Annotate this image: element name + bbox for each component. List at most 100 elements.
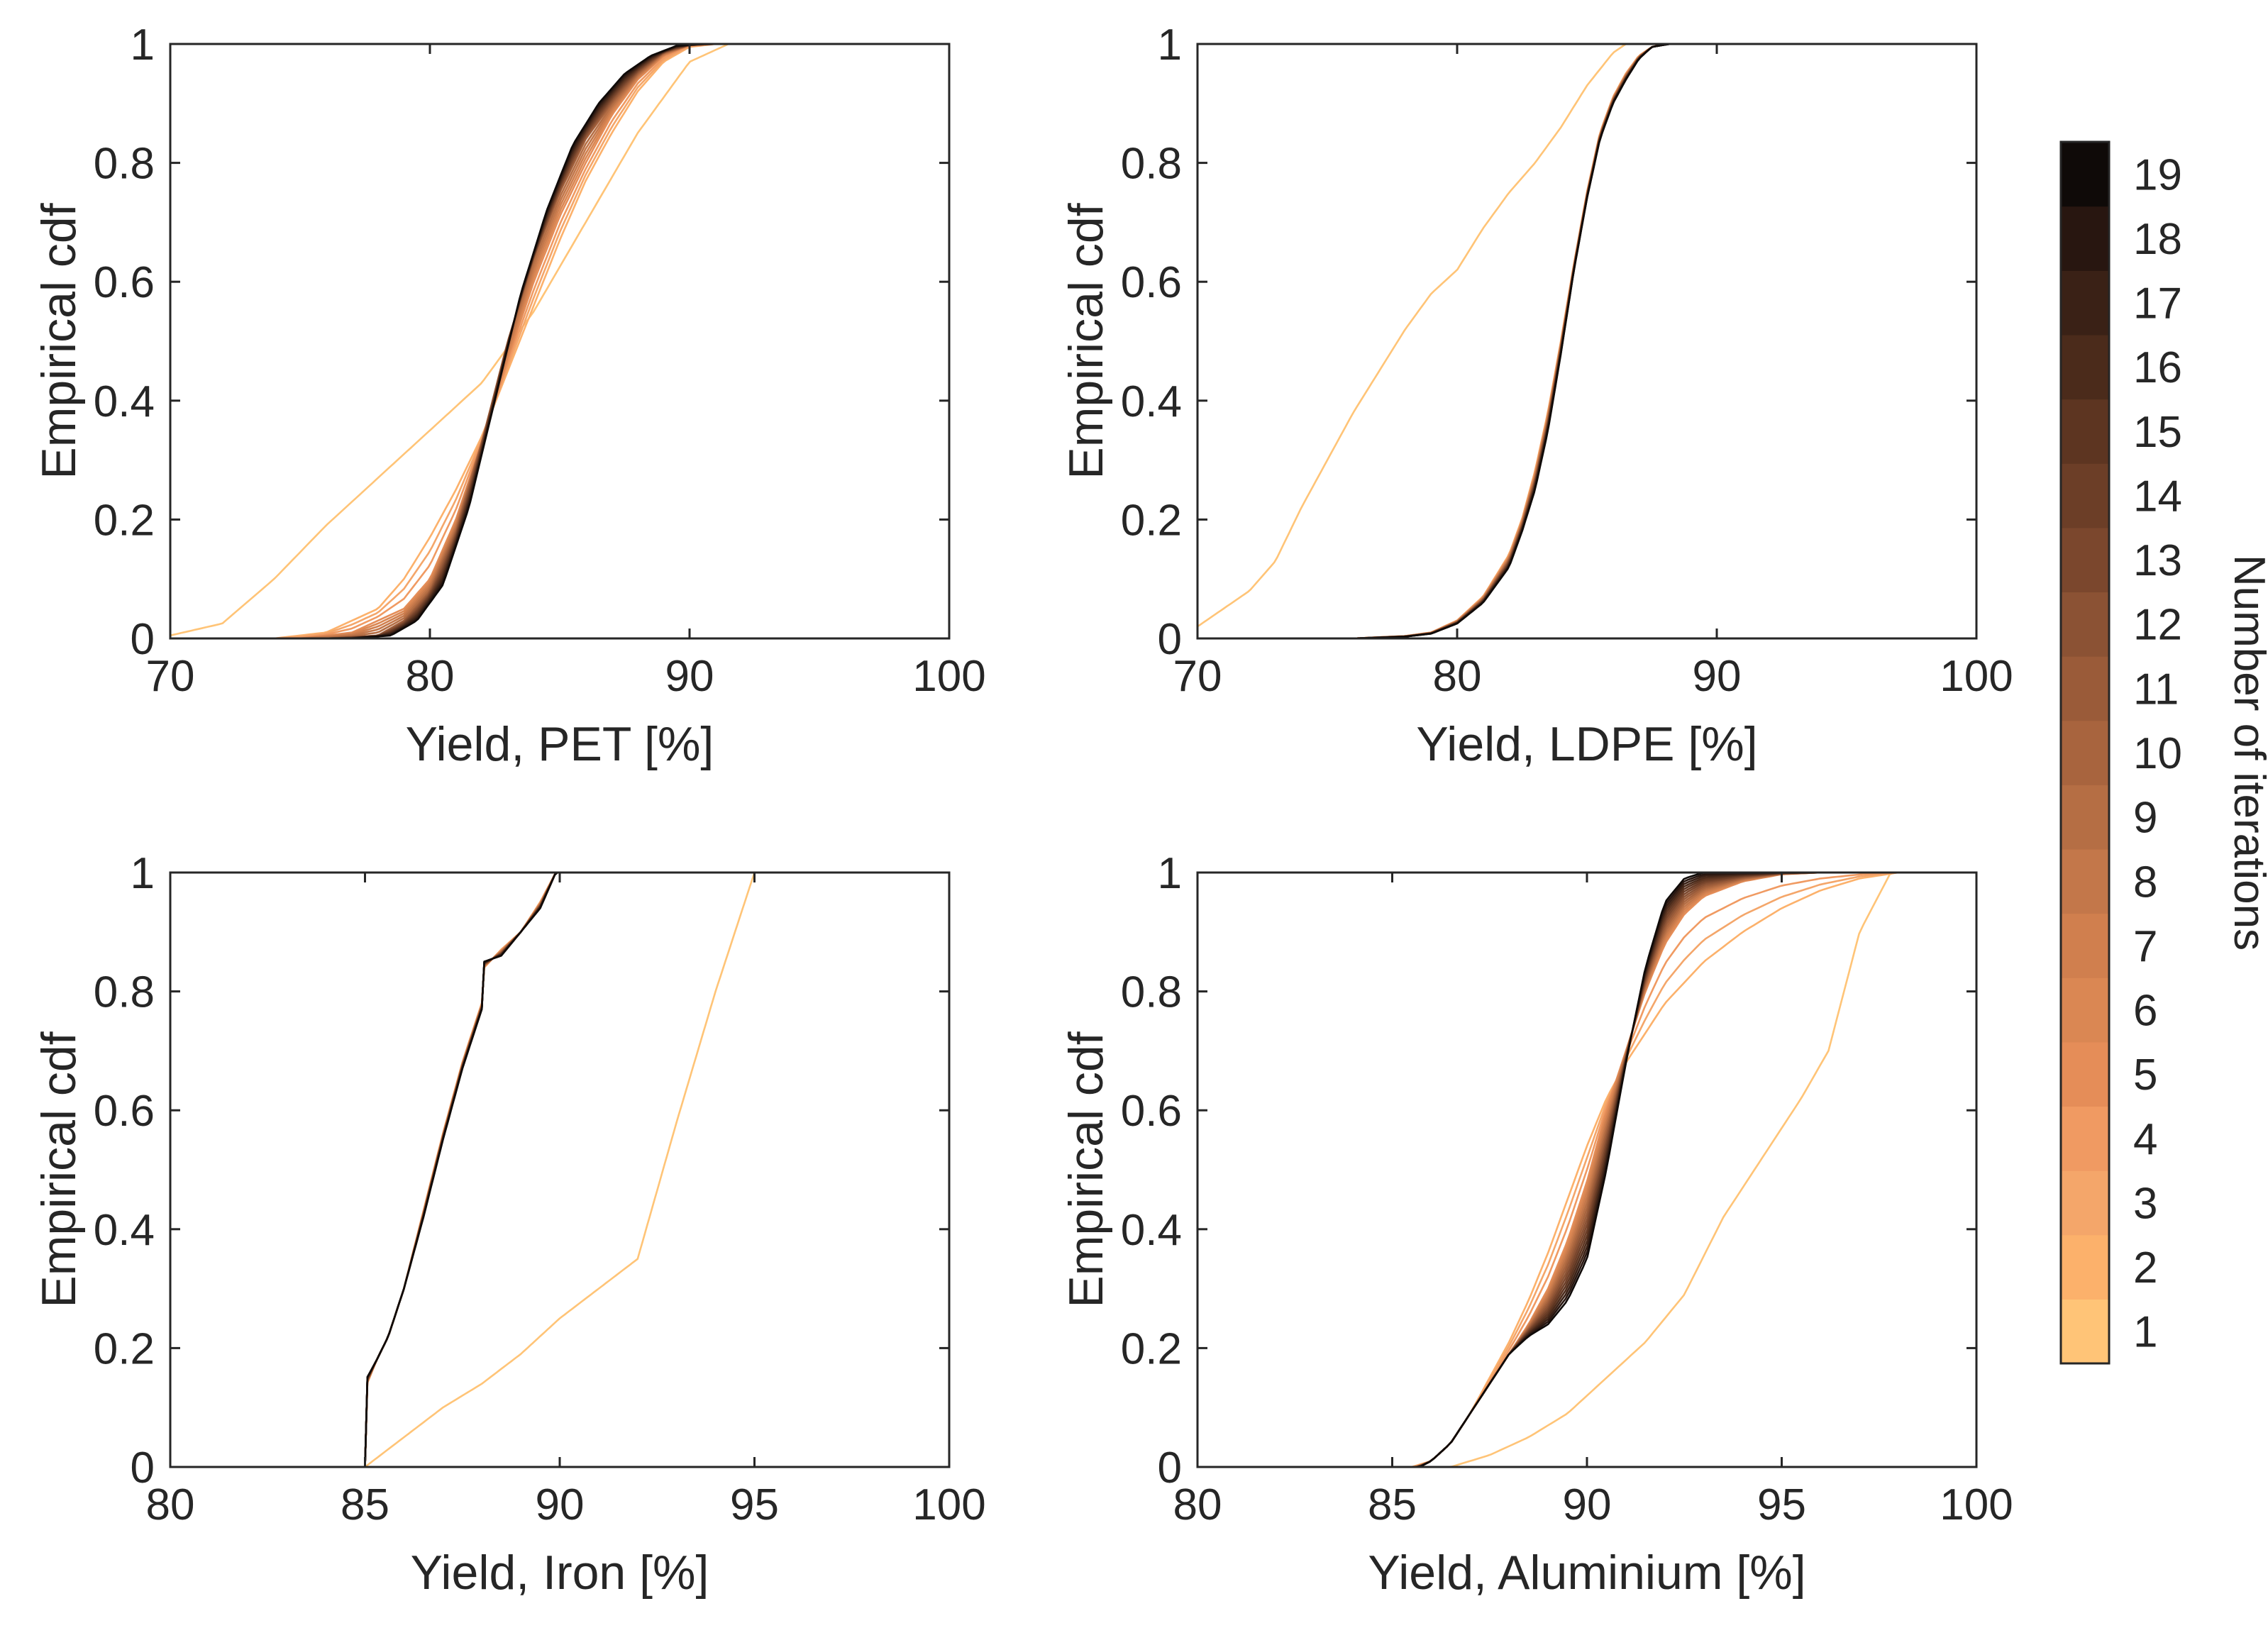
cdf-curve-iteration-12 bbox=[364, 871, 756, 1468]
x-axis-label: Yield, Iron [%] bbox=[411, 1546, 709, 1600]
cdf-curve-iteration-12 bbox=[1196, 871, 1900, 1468]
cdf-curve-iteration-2 bbox=[364, 871, 756, 1468]
y-tick-label: 0.2 bbox=[1121, 496, 1182, 545]
y-tick-label: 0.2 bbox=[94, 496, 155, 545]
colorbar-tick-label: 14 bbox=[2133, 472, 2182, 521]
colorbar-block-12 bbox=[2061, 592, 2109, 657]
cdf-curve-iteration-4 bbox=[1196, 43, 1671, 640]
cdf-curve-iteration-18 bbox=[1196, 43, 1671, 640]
panel-aluminium: Yield, Aluminium [%] Empirical cdf 80 85 9… bbox=[1059, 849, 2013, 1600]
cdf-curve-iteration-18 bbox=[1196, 871, 1900, 1468]
cdf-curve-iteration-7 bbox=[1196, 43, 1671, 640]
cdf-curve-iteration-4 bbox=[364, 871, 756, 1468]
cdf-curve-iteration-1 bbox=[1196, 43, 1671, 628]
y-tick-label: 0.6 bbox=[94, 1087, 155, 1136]
cdf-curve-iteration-3 bbox=[1196, 871, 1900, 1468]
cdf-curve-iteration-16 bbox=[1196, 43, 1671, 640]
y-tick-label: 0 bbox=[131, 615, 155, 664]
colorbar-blocks bbox=[2061, 142, 2109, 1364]
y-tick-label: 0.6 bbox=[1121, 258, 1182, 307]
colorbar-frame bbox=[2059, 140, 2111, 1365]
ticks: 70 80 90 100 0 0.2 0.4 0.6 0.8 1 bbox=[1121, 21, 2013, 701]
cdf-curve-iteration-2 bbox=[1196, 43, 1671, 640]
y-axis-label: Empirical cdf bbox=[1059, 203, 1113, 479]
cdf-curve-iteration-11 bbox=[1196, 43, 1671, 640]
cdf-curve-iteration-16 bbox=[1196, 871, 1900, 1468]
cdf-curve-iteration-8 bbox=[1196, 43, 1671, 640]
x-axis-label: Yield, LDPE [%] bbox=[1416, 717, 1757, 771]
y-tick-label: 1 bbox=[1158, 849, 1182, 898]
cdf-curves bbox=[1196, 43, 1671, 640]
colorbar-block-7 bbox=[2061, 913, 2109, 978]
colorbar-tick-label: 9 bbox=[2133, 794, 2157, 843]
cdf-curve-iteration-18 bbox=[364, 871, 756, 1468]
cdf-curve-iteration-14 bbox=[1196, 871, 1900, 1468]
colorbar-block-4 bbox=[2061, 1106, 2109, 1171]
panel-iron: Yield, Iron [%] Empirical cdf 80 85 90 95 10… bbox=[32, 849, 986, 1600]
x-tick-label: 85 bbox=[1368, 1480, 1417, 1529]
colorbar-block-5 bbox=[2061, 1041, 2109, 1107]
x-tick-label: 80 bbox=[1173, 1480, 1222, 1529]
cdf-curves bbox=[169, 43, 730, 640]
colorbar-tick-label: 4 bbox=[2133, 1115, 2157, 1164]
y-axis-label: Empirical cdf bbox=[32, 203, 86, 479]
cdf-curve-iteration-15 bbox=[364, 871, 756, 1468]
x-axis-label: Yield, PET [%] bbox=[406, 717, 714, 771]
x-tick-label: 90 bbox=[1693, 652, 1742, 701]
colorbar-block-3 bbox=[2061, 1170, 2109, 1236]
cdf-curve-iteration-10 bbox=[1196, 871, 1900, 1468]
x-tick-label: 90 bbox=[536, 1480, 585, 1529]
y-tick-label: 0.8 bbox=[94, 140, 155, 189]
colorbar-tick-label: 16 bbox=[2133, 343, 2182, 392]
cdf-curve-iteration-3 bbox=[364, 871, 756, 1468]
cdf-curve-iteration-4 bbox=[1196, 871, 1900, 1468]
x-tick-label: 95 bbox=[730, 1480, 779, 1529]
x-tick-label: 80 bbox=[1433, 652, 1482, 701]
cdf-curve-iteration-6 bbox=[1196, 871, 1900, 1468]
colorbar-block-13 bbox=[2061, 527, 2109, 593]
colorbar-tick-label: 2 bbox=[2133, 1244, 2157, 1292]
colorbar-tick-label: 6 bbox=[2133, 987, 2157, 1036]
cdf-curve-iteration-5 bbox=[1196, 43, 1671, 640]
colorbar-tick-label: 8 bbox=[2133, 858, 2157, 907]
y-tick-label: 0.4 bbox=[1121, 1206, 1182, 1255]
y-tick-label: 0.8 bbox=[1121, 968, 1182, 1017]
x-axis-label: Yield, Aluminium [%] bbox=[1368, 1546, 1805, 1600]
ticks: 80 85 90 95 100 0 0.2 0.4 0.6 0.8 1 bbox=[94, 849, 986, 1529]
y-axis-label: Empirical cdf bbox=[1059, 1031, 1113, 1307]
y-tick-label: 1 bbox=[1158, 21, 1182, 70]
cdf-curve-iteration-1 bbox=[169, 43, 730, 637]
cdf-curves bbox=[364, 871, 756, 1468]
cdf-curve-iteration-3 bbox=[1196, 43, 1671, 640]
x-tick-label: 100 bbox=[1940, 1480, 2013, 1529]
cdf-curve-iteration-8 bbox=[1196, 871, 1900, 1468]
y-tick-label: 0.4 bbox=[1121, 377, 1182, 426]
cdf-curve-iteration-11 bbox=[364, 871, 756, 1468]
colorbar-block-11 bbox=[2061, 656, 2109, 721]
cdf-curve-iteration-17 bbox=[1196, 43, 1671, 640]
cdf-curve-iteration-19 bbox=[1196, 871, 1900, 1468]
cdf-curve-iteration-11 bbox=[1196, 871, 1900, 1468]
colorbar-label: Number of iterations bbox=[2225, 555, 2268, 951]
cdf-curve-iteration-19 bbox=[364, 871, 756, 1468]
cdf-curve-iteration-17 bbox=[1196, 871, 1900, 1468]
cdf-curve-iteration-6 bbox=[364, 871, 756, 1468]
cdf-curve-iteration-13 bbox=[1196, 43, 1671, 640]
panel-pet: Yield, PET [%] Empirical cdf 70 80 90 100 0 0… bbox=[32, 21, 986, 771]
cdf-curves bbox=[1196, 871, 1900, 1468]
y-tick-label: 0.8 bbox=[1121, 140, 1182, 189]
cdf-curve-iteration-7 bbox=[1196, 871, 1900, 1468]
colorbar-block-15 bbox=[2061, 399, 2109, 464]
y-tick-label: 1 bbox=[131, 21, 155, 70]
cdf-curve-iteration-15 bbox=[1196, 871, 1900, 1468]
colorbar-tick-label: 3 bbox=[2133, 1179, 2157, 1228]
colorbar-tick-label: 19 bbox=[2133, 150, 2182, 199]
cdf-curve-iteration-9 bbox=[364, 871, 756, 1468]
cdf-curve-iteration-9 bbox=[1196, 43, 1671, 640]
panel-ldpe: Yield, LDPE [%] Empirical cdf 70 80 90 100 0… bbox=[1059, 21, 2013, 771]
y-tick-label: 0.4 bbox=[94, 377, 155, 426]
colorbar-block-6 bbox=[2061, 978, 2109, 1043]
